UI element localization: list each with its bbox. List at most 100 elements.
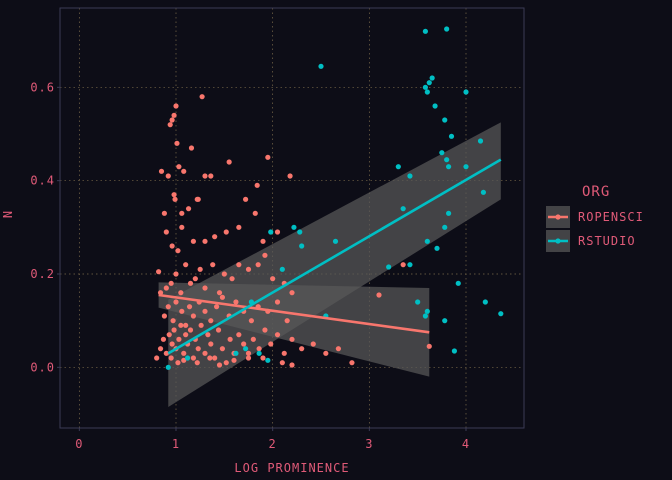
data-point [335, 346, 341, 352]
data-point [455, 280, 461, 286]
data-point [241, 341, 247, 347]
data-point [219, 346, 225, 352]
data-point [208, 318, 214, 324]
data-point [231, 357, 237, 363]
data-point [245, 355, 252, 361]
legend-label: ROPENSCI [578, 210, 644, 224]
data-point [255, 262, 261, 268]
data-point [197, 266, 203, 272]
grid-lines [60, 8, 524, 428]
data-point [477, 138, 484, 144]
data-point [415, 299, 421, 305]
data-point [463, 89, 469, 95]
data-point [281, 350, 287, 356]
data-point [260, 355, 266, 361]
data-point [176, 164, 182, 170]
x-tick-label: 3 [365, 437, 373, 451]
data-point [250, 336, 256, 342]
data-point [178, 290, 184, 296]
data-point [233, 350, 239, 356]
legend: ORG ROPENSCI RSTUDIO [546, 184, 644, 252]
data-point [248, 318, 254, 324]
data-point [156, 269, 162, 275]
data-point [202, 173, 208, 179]
confidence-ribbon [168, 122, 501, 407]
data-point [429, 75, 435, 81]
data-point [482, 299, 488, 305]
data-point [161, 313, 167, 319]
data-point [171, 192, 177, 198]
data-point [158, 168, 165, 174]
y-tick-label: 0.4 [30, 174, 55, 188]
data-point [243, 346, 249, 352]
data-point [216, 290, 223, 296]
data-point [169, 341, 175, 347]
data-point [181, 350, 187, 356]
data-point [173, 103, 179, 109]
data-point [168, 355, 174, 361]
x-tick-label: 4 [462, 437, 470, 451]
legend-label: RSTUDIO [578, 234, 636, 248]
data-point [299, 346, 305, 352]
data-point [434, 245, 440, 251]
plot-panel-border [59, 7, 525, 429]
data-point [205, 332, 211, 338]
data-point [169, 243, 175, 249]
data-point [442, 117, 448, 123]
data-point [236, 262, 242, 268]
data-point [172, 196, 178, 202]
data-point [236, 332, 242, 338]
data-point [223, 229, 229, 235]
data-point [215, 327, 222, 333]
data-point [463, 164, 469, 170]
data-point [279, 360, 285, 366]
data-point [198, 322, 204, 328]
data-point [181, 357, 187, 363]
data-point [168, 280, 174, 286]
data-point [181, 168, 187, 174]
data-point [212, 355, 218, 361]
data-point [256, 346, 262, 352]
data-point [202, 285, 208, 291]
data-point [400, 206, 406, 212]
axes: 0 1 2 3 4 0.0 0.2 0.4 0.6 [30, 80, 470, 451]
confidence-ribbons [158, 122, 501, 407]
data-point [157, 346, 164, 352]
data-point [291, 224, 297, 230]
data-point [176, 336, 182, 342]
y-tick-label: 0.2 [30, 267, 55, 281]
data-point [262, 327, 268, 333]
data-point [202, 350, 208, 356]
data-point [163, 350, 169, 356]
data-point [185, 206, 192, 212]
data-point [323, 350, 329, 356]
data-point [444, 26, 450, 32]
data-point [446, 164, 452, 170]
data-point [274, 332, 281, 338]
data-point [202, 238, 208, 244]
data-point [165, 304, 171, 310]
data-point [297, 229, 303, 235]
data-point [252, 210, 258, 216]
data-point [208, 173, 214, 179]
data-point [166, 332, 172, 338]
data-point [219, 294, 225, 300]
data-point [221, 271, 227, 277]
data-point [190, 355, 196, 361]
data-point [289, 290, 295, 296]
data-point [400, 262, 406, 268]
data-point [265, 357, 271, 363]
data-point [422, 313, 428, 319]
data-point [426, 80, 432, 86]
data-point [310, 341, 316, 347]
y-tick-label: 0.0 [30, 360, 55, 374]
data-point [299, 243, 305, 249]
data-point [154, 355, 160, 361]
data-point [424, 238, 430, 244]
data-point [199, 94, 205, 100]
legend-key-point [555, 238, 561, 244]
data-point [279, 266, 285, 272]
data-point [318, 63, 324, 69]
x-axis-title: LOG PROMINENCE [234, 461, 349, 475]
